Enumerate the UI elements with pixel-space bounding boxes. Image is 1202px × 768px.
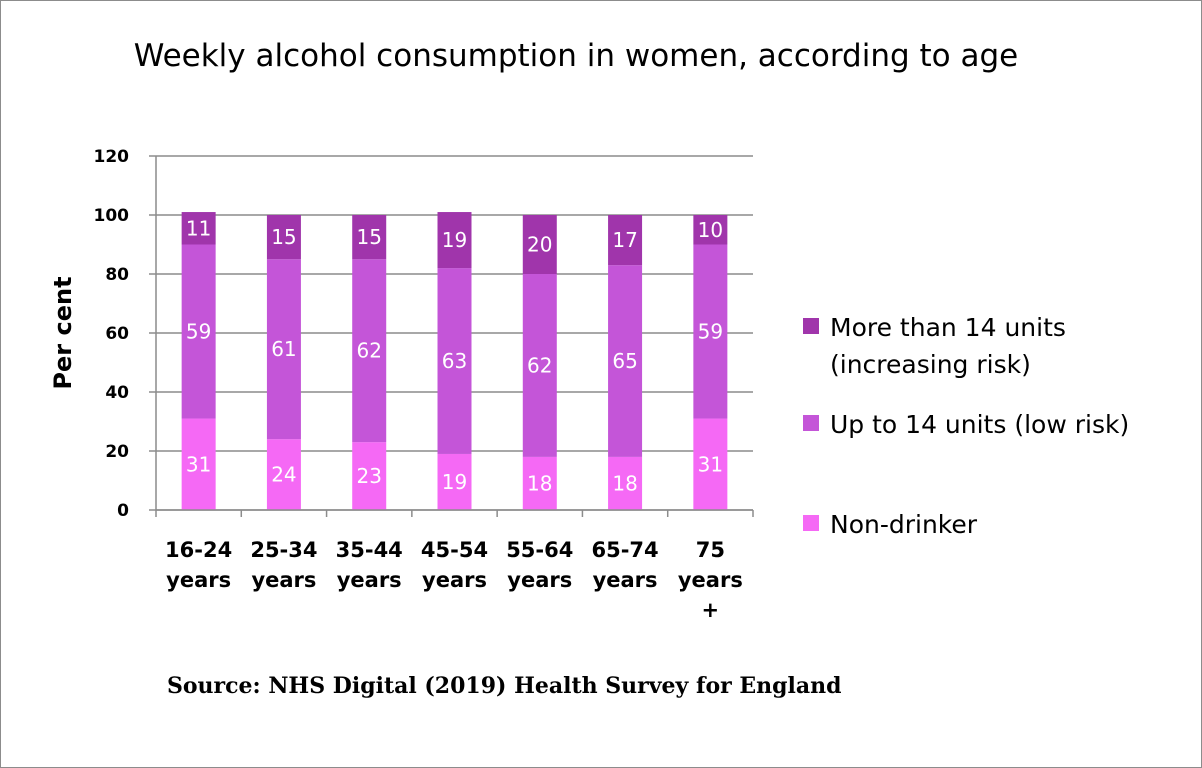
bar-segment [608,215,643,266]
data-label: 19 [442,470,467,494]
data-label: 61 [271,337,296,361]
bar-segment [437,268,472,454]
data-label: 59 [698,320,723,344]
x-tick-label: years [593,568,658,592]
legend-swatch [803,318,819,334]
legend-label: (increasing risk) [830,350,1031,379]
data-label: 15 [271,225,296,249]
legend-label: Non-drinker [830,510,978,539]
x-tick-label: 35-44 [336,538,403,562]
bar-segment [352,259,387,443]
x-tick-label: 45-54 [421,538,488,562]
bar-segment [266,259,301,440]
bar-segment [181,244,216,419]
data-label: 62 [527,353,552,377]
legend-swatch [803,415,819,431]
y-tick-label: 0 [117,501,129,521]
source-note: Source: NHS Digital (2019) Health Survey… [167,673,842,699]
legend-swatch [803,515,819,531]
data-label: 65 [612,349,637,373]
x-tick-label: years [166,568,231,592]
x-tick-label: 16-24 [165,538,232,562]
bar-segment [693,418,728,510]
x-tick-label: 65-74 [591,538,658,562]
x-tick-label: years [507,568,572,592]
x-tick-label: years [251,568,316,592]
y-tick-label: 120 [94,147,130,167]
x-tick-label: 25-34 [250,538,317,562]
legend-label: Up to 14 units (low risk) [830,410,1129,439]
bar-segment [352,215,387,260]
y-tick-label: 80 [105,265,129,285]
bar-segment [522,456,557,510]
data-label: 10 [698,218,723,242]
data-label: 23 [356,464,381,488]
x-tick-label: 55-64 [506,538,573,562]
data-label: 17 [612,228,637,252]
x-tick-label: years [678,568,743,592]
bar-segment [522,274,557,457]
data-label: 11 [186,216,211,240]
data-label: 31 [698,452,723,476]
x-tick-label: 75 [696,538,725,562]
bar-segment [181,212,216,245]
bar-segment [181,418,216,510]
data-label: 19 [442,228,467,252]
y-tick-label: 100 [94,206,130,226]
data-label: 59 [186,320,211,344]
legend-label: More than 14 units [830,313,1066,342]
bar-segment [693,244,728,419]
x-tick-label: years [337,568,402,592]
bar-segment [352,442,387,510]
x-tick-label: years [422,568,487,592]
bar-segment [266,439,301,510]
y-axis-title: Per cent [49,276,77,389]
y-tick-label: 60 [105,324,129,344]
bar-segment [437,212,472,269]
bar-segment [522,215,557,274]
data-label: 18 [612,471,637,495]
bar-segment [437,453,472,510]
chart-title: Weekly alcohol consumption in women, acc… [133,38,1019,74]
x-tick-label: + [702,598,720,622]
data-label: 62 [356,339,381,363]
data-label: 18 [527,471,552,495]
data-label: 24 [271,463,296,487]
bar-segment [693,215,728,245]
y-tick-label: 20 [105,442,129,462]
y-tick-label: 40 [105,383,129,403]
bar-segment [608,265,643,457]
data-label: 20 [527,233,552,257]
data-label: 31 [186,452,211,476]
data-label: 15 [356,225,381,249]
bar-segment [266,215,301,260]
bar-segment [608,456,643,510]
data-label: 63 [442,349,467,373]
